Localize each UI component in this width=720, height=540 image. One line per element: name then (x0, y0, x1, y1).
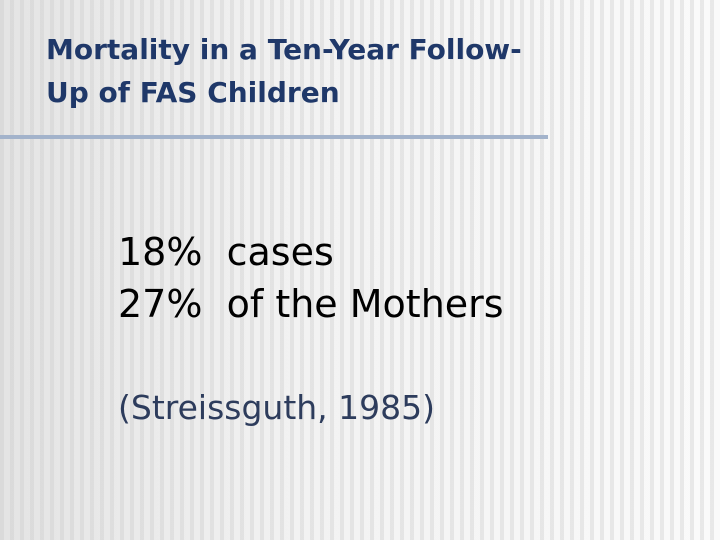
body-text: 18% cases 27% of the Mothers (118, 226, 504, 330)
title-line: Mortality in a Ten-Year Follow- (46, 33, 522, 66)
body-line: 18% cases (118, 230, 334, 274)
slide-title: Mortality in a Ten-Year Follow- Up of FA… (46, 28, 522, 114)
body-line: 27% of the Mothers (118, 282, 504, 326)
title-line: Up of FAS Children (46, 76, 340, 109)
title-underline (0, 135, 548, 139)
citation: (Streissguth, 1985) (118, 388, 436, 427)
